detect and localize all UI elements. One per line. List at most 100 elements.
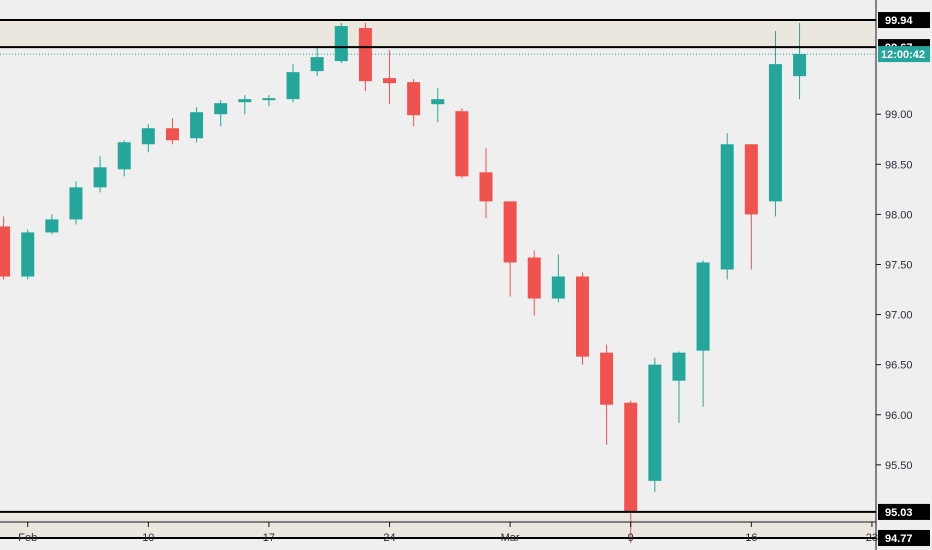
candle-body <box>503 201 517 263</box>
candle <box>648 357 662 492</box>
candle <box>286 64 300 103</box>
level-price-badge: 99.94 <box>878 12 930 29</box>
price-tick-label: 98.00 <box>885 209 913 221</box>
candle-body <box>696 262 710 351</box>
candle <box>407 79 421 127</box>
candle-body <box>0 226 11 277</box>
candle-body <box>551 276 565 299</box>
candle-body <box>383 78 397 84</box>
price-tick-label: 97.00 <box>885 310 913 322</box>
price-tick-label: 99.00 <box>885 109 913 121</box>
candle-body <box>358 28 372 82</box>
current-price-badge-label: 12:00:42 <box>881 49 925 61</box>
candle <box>744 144 758 270</box>
time-axis[interactable]: Feb 10 17 24 Mar 9 16 23 <box>0 521 878 544</box>
candle <box>431 88 445 123</box>
candle-body <box>214 103 228 115</box>
candle-body <box>431 99 445 105</box>
time-tick-label: 16 <box>745 532 757 544</box>
level-badge-bg <box>878 503 930 520</box>
level-badge-label: 94.77 <box>885 533 913 545</box>
candle <box>624 400 638 543</box>
current-price-badge: 12:00:42 <box>878 46 930 63</box>
candle <box>93 156 107 193</box>
candle <box>0 216 11 280</box>
candle-body <box>141 128 155 145</box>
candle-body <box>262 98 276 101</box>
candle <box>793 23 807 100</box>
price-zones <box>0 20 876 538</box>
candle <box>69 181 83 225</box>
candle <box>141 124 155 153</box>
time-tick-label: 10 <box>142 532 154 544</box>
price-zone <box>0 511 876 538</box>
price-tick-label: 95.50 <box>885 460 913 472</box>
candle <box>214 100 228 127</box>
time-tick-label: 17 <box>263 532 275 544</box>
candle <box>479 148 493 219</box>
candle <box>165 118 179 145</box>
candle <box>527 250 541 316</box>
price-tick-label: 97.50 <box>885 259 913 271</box>
candle <box>551 254 565 303</box>
candle <box>310 46 324 77</box>
candle-body <box>407 82 421 116</box>
candle <box>358 23 372 92</box>
candle-body <box>672 352 686 381</box>
price-tick-label: 96.00 <box>885 410 913 422</box>
candle-body <box>793 54 807 77</box>
time-tick-label: 9 <box>628 532 634 544</box>
candle-body <box>527 257 541 299</box>
time-tick-label: Feb <box>18 532 37 544</box>
candle-body <box>238 99 252 103</box>
price-axis[interactable]: 99.00 98.50 98.00 97.50 97.00 96.50 96.00 95.50… <box>875 0 930 550</box>
candle-body <box>334 26 348 62</box>
level-price-badge: 95.03 <box>878 503 930 520</box>
candle <box>262 95 276 107</box>
price-tick-label: 96.50 <box>885 360 913 372</box>
level-badge-bg <box>878 529 930 546</box>
candle-body <box>575 276 589 357</box>
time-tick-label: 23 <box>866 532 878 544</box>
candle <box>190 107 204 143</box>
candle <box>575 272 589 365</box>
candle-body <box>455 111 469 177</box>
candle-body <box>165 128 179 141</box>
candle-body <box>479 172 493 202</box>
candle-body <box>117 142 131 170</box>
candle-body <box>624 402 638 512</box>
candle-body <box>648 364 662 481</box>
candle <box>45 214 59 235</box>
time-tick-label: 24 <box>383 532 395 544</box>
candle <box>455 108 469 179</box>
level-badge-label: 99.94 <box>885 15 913 27</box>
candle-body <box>190 112 204 139</box>
candle-body <box>286 72 300 100</box>
candle <box>334 23 348 64</box>
candle-body <box>21 232 35 277</box>
candle <box>720 133 734 280</box>
candle <box>503 201 517 297</box>
price-zone <box>0 20 876 48</box>
candle-body <box>310 57 324 72</box>
time-tick-label: Mar <box>501 532 520 544</box>
candles <box>0 23 807 543</box>
candle-body <box>93 167 107 188</box>
candle-body <box>768 64 782 202</box>
candle-body <box>720 144 734 270</box>
candle-body <box>45 219 59 233</box>
current-price-badge-bg <box>878 46 930 63</box>
horizontal-levels[interactable] <box>0 19 876 539</box>
level-badge-label: 95.03 <box>885 507 913 519</box>
candle <box>696 260 710 407</box>
candle <box>600 344 614 445</box>
level-price-badge: 94.77 <box>878 529 930 546</box>
candle <box>672 351 686 423</box>
price-tick-label: 98.50 <box>885 159 913 171</box>
candle <box>768 31 782 217</box>
level-badge-bg <box>878 12 930 29</box>
candle <box>383 50 397 105</box>
